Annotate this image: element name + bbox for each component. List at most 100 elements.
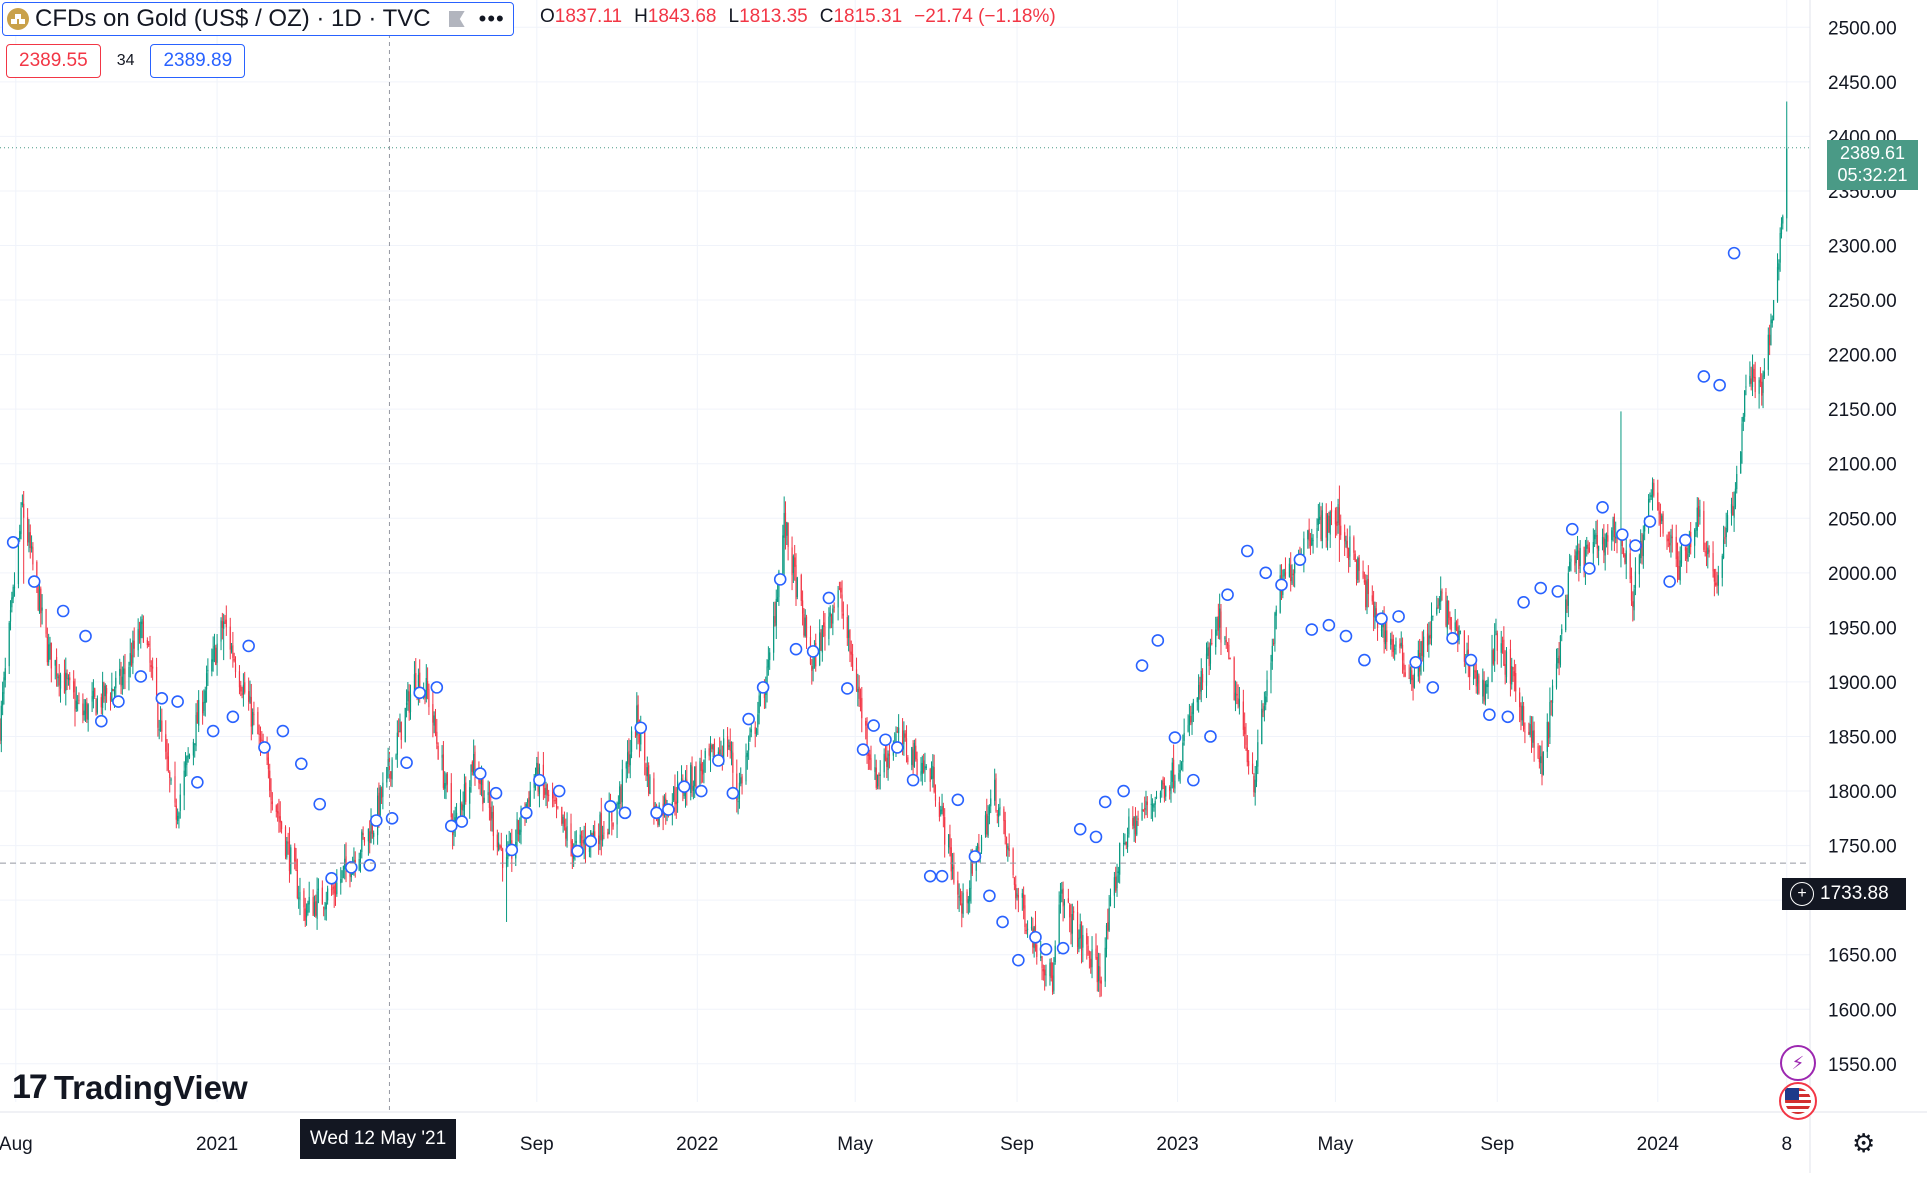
candle-body [1124, 842, 1126, 844]
candle-body [1137, 818, 1139, 821]
candle-body [875, 767, 877, 788]
event-marker [1464, 653, 1478, 667]
candle-body [870, 758, 872, 771]
candle-body [588, 847, 591, 852]
candle-body [342, 866, 345, 870]
candle-body [1311, 537, 1313, 546]
event-marker [1534, 581, 1547, 595]
candle-body [1708, 549, 1710, 553]
candle-body [298, 897, 300, 899]
event-marker [6, 535, 20, 549]
candle-body [713, 742, 716, 765]
candle-body [812, 656, 814, 670]
candle-body [1482, 679, 1484, 697]
high-label: H [634, 6, 648, 27]
candle-body [1576, 550, 1579, 555]
candle-body [288, 841, 291, 872]
candle-body [1283, 569, 1285, 577]
candle-body [984, 815, 987, 835]
flag-icon[interactable] [448, 11, 465, 27]
candle-body [1595, 532, 1597, 537]
candle-body [445, 774, 447, 787]
candle-body [177, 815, 179, 821]
candle-body [1330, 509, 1333, 513]
candle-body [858, 686, 860, 699]
event-marker [294, 757, 308, 771]
candle-body [1767, 334, 1769, 370]
candle-body [1329, 511, 1331, 535]
buy-button[interactable]: 2389.89 [150, 44, 246, 78]
add-alert-icon[interactable]: + [1790, 882, 1814, 906]
bar-countdown: 05:32:21 [1837, 165, 1908, 185]
candle-body [1201, 674, 1204, 683]
candle-body [950, 847, 952, 872]
symbol-legend[interactable]: CFDs on Gold (US$ / OZ) · 1D · TVC ••• [2, 2, 514, 36]
x-tick-label: 2022 [676, 1134, 718, 1155]
candle-body [824, 626, 826, 637]
candle-body [786, 522, 788, 536]
candle-body [1555, 663, 1558, 688]
candle-body [961, 903, 963, 914]
candle-body [704, 750, 706, 759]
candle-body [491, 812, 493, 819]
crosshair-price-label[interactable]: + 1733.88 [1782, 878, 1906, 910]
more-dots-icon[interactable]: ••• [478, 6, 505, 31]
candle-body [1574, 555, 1576, 566]
candle-body [1328, 515, 1330, 533]
candle-body [1025, 930, 1027, 932]
candle-body [308, 896, 310, 905]
candle-body [187, 755, 189, 757]
candle-body [1340, 525, 1342, 536]
candle-body [1616, 535, 1618, 543]
candle-body [1373, 601, 1375, 618]
candle-body [287, 842, 289, 844]
candle-body [183, 770, 185, 796]
event-marker [1259, 566, 1273, 580]
candle-body [252, 712, 254, 727]
lightning-icon[interactable]: ⚡ [1780, 1045, 1816, 1081]
candle-body [1666, 535, 1668, 542]
candle-body [196, 712, 198, 724]
candle-body [1459, 630, 1462, 632]
candle-body [774, 616, 776, 623]
candle-body [233, 658, 235, 661]
candle-body [1261, 708, 1263, 745]
candle-body [41, 607, 43, 611]
event-marker [1322, 618, 1336, 632]
candle-body [425, 677, 427, 699]
candle-body [879, 774, 881, 776]
candle-body [142, 621, 145, 643]
candle-body [1519, 692, 1521, 708]
candle-body [1355, 564, 1358, 580]
candle-body [833, 606, 835, 608]
candle-body [1629, 553, 1631, 580]
candle-body [1233, 657, 1235, 701]
candle-body [253, 714, 255, 716]
candle-body [1436, 607, 1438, 615]
candle-body [1319, 516, 1321, 520]
candle-body [66, 673, 68, 679]
us-flag-icon[interactable] [1779, 1082, 1817, 1120]
y-tick-label: 1850.00 [1828, 727, 1897, 748]
event-marker [951, 793, 965, 807]
tradingview-logo[interactable]: 17 TradingView [12, 1068, 248, 1107]
event-marker [1392, 610, 1405, 623]
candle-body [1069, 904, 1071, 918]
candle-body [216, 643, 218, 663]
candle-body [644, 729, 646, 761]
candle-body [1742, 416, 1744, 422]
gear-icon[interactable]: ⚙ [1852, 1128, 1876, 1158]
event-marker [604, 800, 617, 813]
candle-body [67, 677, 70, 680]
candle-body [904, 733, 906, 738]
candle-body [1575, 551, 1577, 564]
sell-button[interactable]: 2389.55 [6, 44, 101, 78]
candle-body [165, 734, 167, 752]
candle-body [1265, 696, 1267, 705]
candle-body [783, 513, 785, 538]
event-marker [1098, 795, 1112, 809]
candle-body [1049, 962, 1051, 977]
candle-body [1776, 267, 1779, 302]
